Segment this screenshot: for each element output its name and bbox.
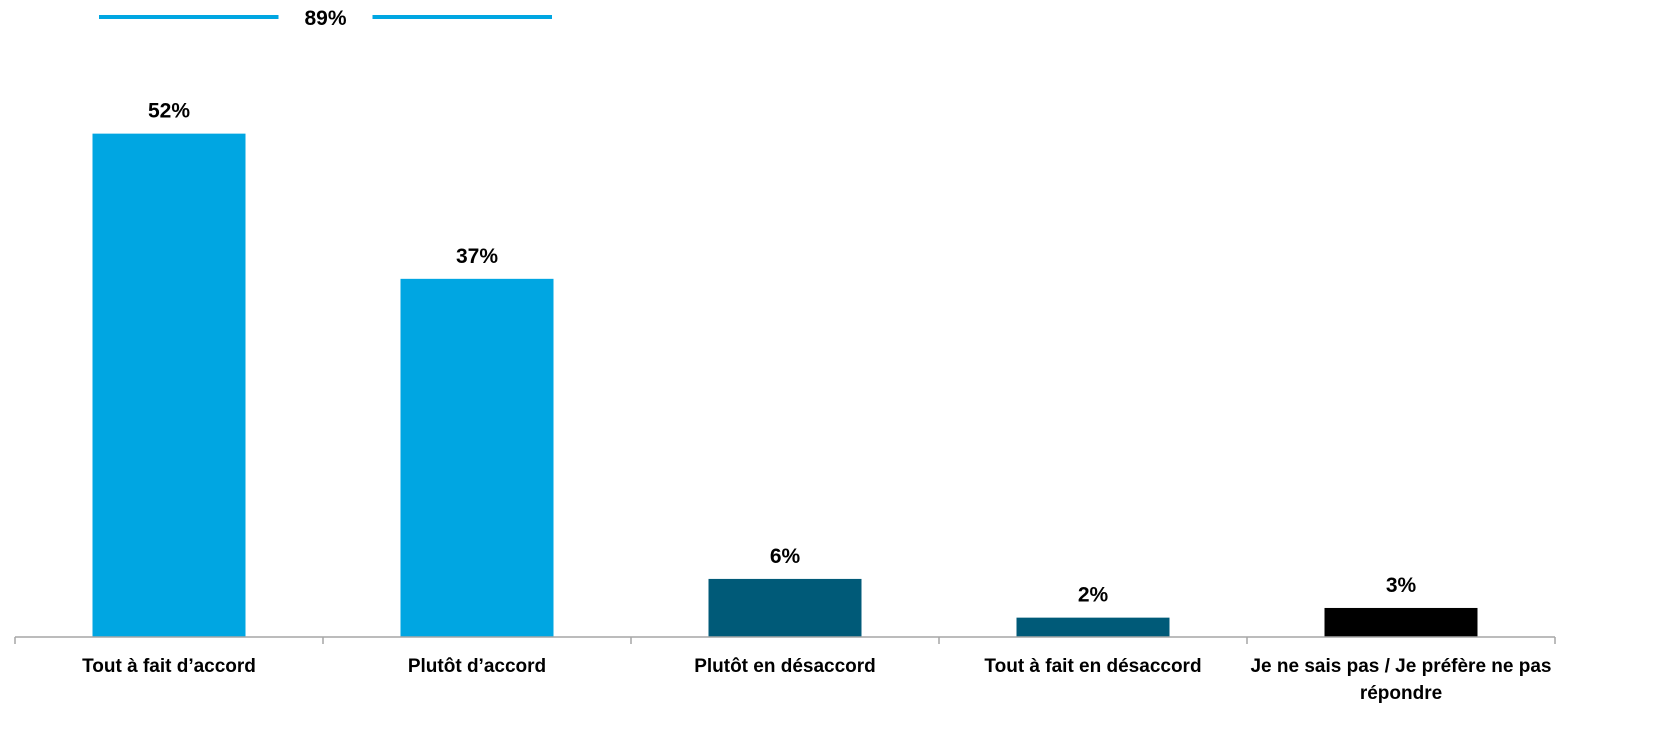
data-label: 6% — [770, 545, 801, 568]
category-label: Tout à fait en désaccord — [984, 656, 1201, 677]
category-labels: Tout à fait d’accord Plutôt d’accord Plutô… — [82, 656, 1551, 704]
bar — [708, 578, 862, 637]
category-label: Tout à fait d’accord — [82, 656, 256, 677]
category-label: répondre — [1360, 683, 1442, 704]
bar — [400, 278, 554, 637]
data-label: 37% — [456, 245, 498, 268]
category-label: Je ne sais pas / Je préfère ne pas — [1250, 656, 1551, 677]
bar-series — [92, 133, 1478, 637]
x-axis — [14, 636, 1556, 644]
category-label: Plutôt d’accord — [408, 656, 546, 677]
bar — [1016, 617, 1170, 637]
bar — [1324, 607, 1478, 637]
data-label: 52% — [148, 100, 190, 123]
value-labels: 52% 37% 6% 2% 3% — [148, 100, 1417, 607]
bar — [92, 133, 246, 637]
aggregate-bracket: 89% — [99, 7, 552, 30]
category-label: Plutôt en désaccord — [694, 656, 876, 677]
aggregate-label: 89% — [304, 7, 346, 30]
data-label: 2% — [1078, 584, 1109, 607]
data-label: 3% — [1386, 574, 1417, 597]
